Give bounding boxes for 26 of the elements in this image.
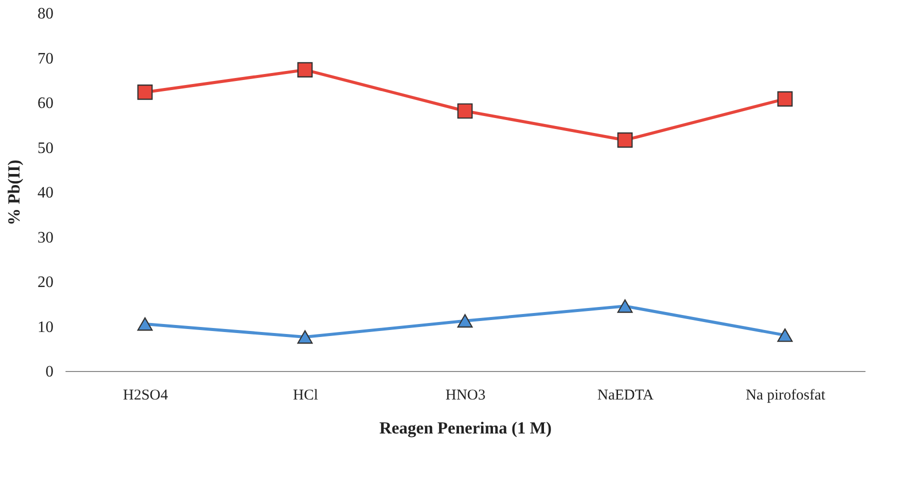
point [457,314,473,328]
y-axis-title: % Pb(II) [4,160,24,226]
x-tick-label: NaEDTA [597,388,654,404]
point [297,330,313,344]
point [617,132,633,148]
y-tick-label: 70 [38,50,54,68]
point [137,317,153,331]
point [777,328,793,342]
x-tick-label: HCl [292,388,318,404]
x-tick-label: Na pirofosfat [746,388,826,404]
point [777,91,793,107]
y-tick-label: 30 [38,229,54,246]
y-tick-label: 0 [46,364,54,380]
x-tick-label: HNO3 [446,388,486,404]
x-axis-title: Reagen Penerima (1 M) [379,418,552,438]
y-tick-label: 10 [38,318,54,336]
point [137,84,153,100]
x-tick-label: H2SO4 [122,388,168,404]
point [297,62,313,78]
y-tick-label: 60 [38,95,54,112]
point [617,299,633,313]
y-tick-label: 20 [38,274,54,291]
y-tick-label: 80 [38,6,54,22]
y-tick-label: 50 [38,140,54,157]
y-tick-label: 40 [38,184,54,202]
point [457,103,473,119]
